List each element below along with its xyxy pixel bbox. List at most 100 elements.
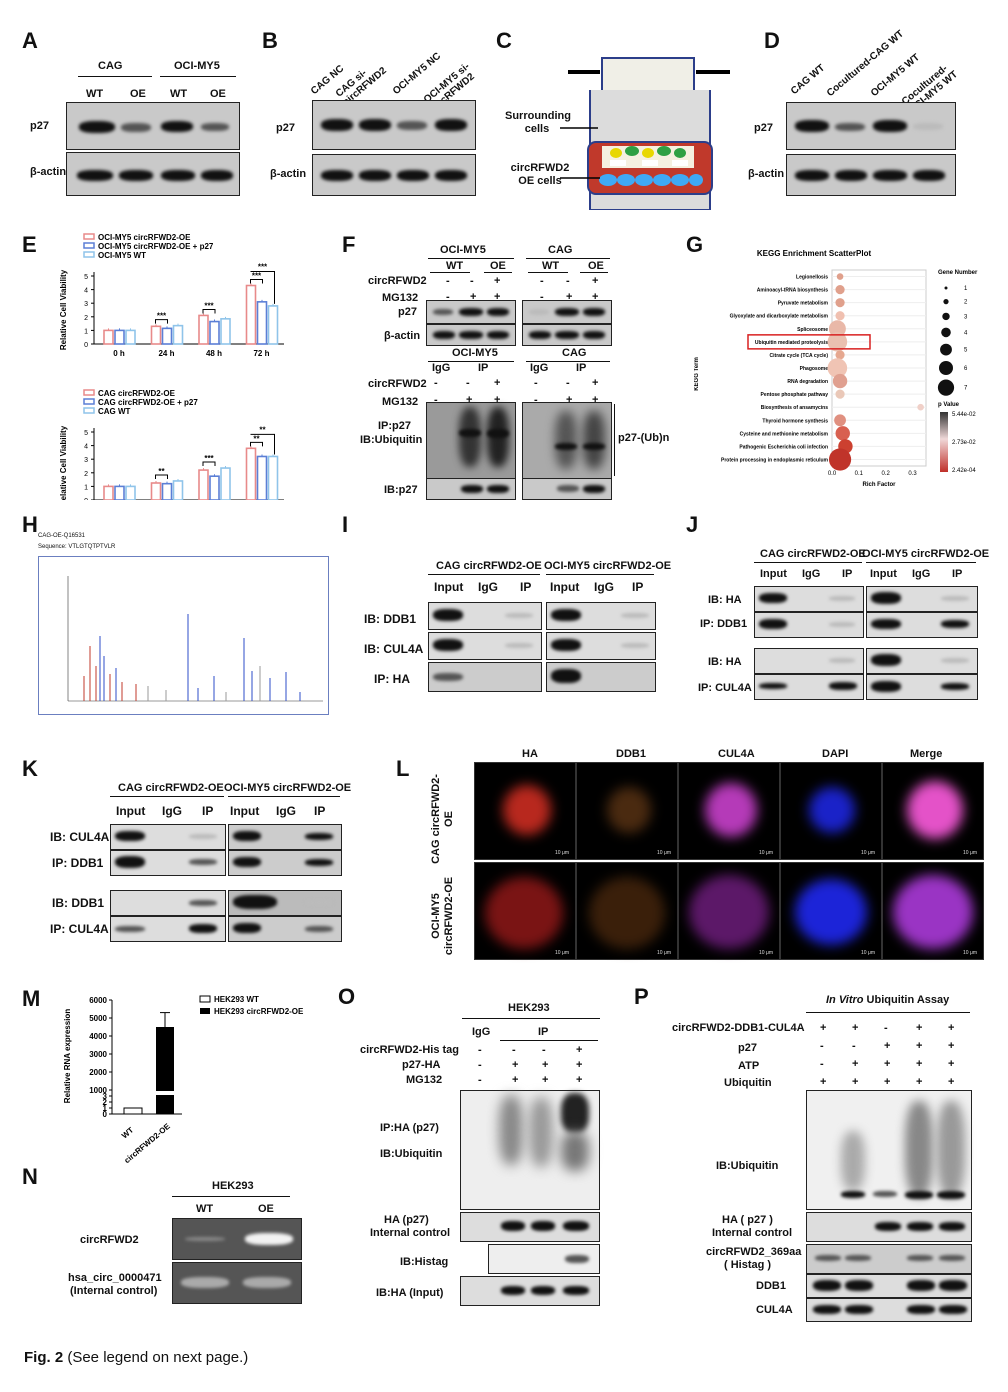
micrograph-ddb1: 10 μm: [576, 762, 678, 860]
term-label: Aminoacyl-tRNA biosynthesis: [757, 288, 828, 294]
group-label: OCI-MY5 circRFWD2-OE: [862, 548, 990, 560]
blot-label: Internal control: [370, 1227, 451, 1239]
figure-caption: Fig. 2 (See legend on next page.): [24, 1349, 249, 1366]
western-blot-p27: [426, 478, 516, 500]
legend-label: 5: [964, 348, 968, 354]
significance-bracket: [250, 441, 263, 447]
y-axis-label: Relative Cell Viability: [59, 425, 68, 500]
y-axis-label: Relative Cell Viability: [59, 269, 68, 350]
column-label: IP: [538, 1026, 549, 1038]
lane-label: Input: [760, 568, 787, 580]
bar: [114, 485, 125, 500]
term-label: Biosynthesis of ansamycins: [761, 405, 828, 411]
chart-title: KEGG Enrichment ScatterPlot: [757, 249, 872, 258]
treatment-sign: +: [566, 394, 573, 406]
assay-title: Ubiquitin Assay: [863, 994, 950, 1006]
treatment-sign: +: [592, 275, 599, 287]
column-label: Merge: [910, 748, 943, 760]
treatment-sign: -: [540, 291, 544, 303]
group-label: OCI-MY5: [440, 244, 486, 256]
x-tick-label: 0.1: [855, 471, 864, 477]
group-label: OCI-MY5 circRFWD2-OE: [544, 560, 672, 572]
legend-circle: [942, 312, 950, 321]
treatment-sign: +: [576, 1044, 583, 1056]
legend-label: HEK293 circRFWD2-OE: [214, 1007, 304, 1016]
blot-label: circRFWD2_369aa: [706, 1246, 802, 1258]
legend-label: 2: [964, 300, 968, 306]
row-label: IP: DDB1: [700, 618, 748, 630]
legend-swatch: [83, 251, 95, 258]
bar: [245, 284, 257, 345]
term-label: Ubiquitin mediated proteolysis: [755, 340, 828, 346]
term-label: Legionellosis: [796, 275, 828, 281]
significance-bracket: [155, 319, 168, 324]
micrograph-ha: 10 μm: [474, 862, 576, 960]
panel-label-b: B: [262, 28, 278, 53]
row-label: β-actin: [748, 168, 785, 180]
western-blot-actin: [522, 324, 612, 346]
treatment-sign: +: [884, 1040, 891, 1052]
lane-label: IgG: [912, 568, 931, 580]
data-point: [917, 403, 924, 411]
row-label: circRFWD2-DDB1-CUL4A: [672, 1022, 805, 1034]
treatment-sign: -: [820, 1058, 824, 1070]
row-label: β-actin: [30, 166, 67, 178]
treatment-sign: -: [512, 1044, 516, 1056]
y-axis-label: KEGG Term: [694, 357, 700, 391]
coip-blot: [110, 824, 226, 850]
treatment-sign: +: [542, 1059, 549, 1071]
panel-label-i: I: [342, 512, 349, 537]
western-blot-p27: [66, 102, 240, 150]
treatment-sign: -: [466, 377, 470, 389]
treatment-sign: +: [576, 1074, 583, 1086]
lane-label: IgG: [802, 568, 821, 580]
blot-label: IP:HA (p27): [380, 1122, 439, 1134]
coip-blot: [428, 632, 542, 660]
coip-blot: [488, 1244, 600, 1274]
blot-label: Internal control: [712, 1227, 793, 1239]
treatment-sign: +: [592, 394, 599, 406]
bar: [220, 318, 231, 345]
bar: [103, 329, 114, 345]
term-label: Phagosome: [800, 366, 829, 372]
y-tick-label: 2: [84, 315, 88, 322]
x-tick-label: 0.0: [828, 471, 837, 477]
bar: [198, 314, 209, 345]
coip-blot: [460, 1276, 600, 1306]
treatment-sign: -: [446, 275, 450, 287]
legend-swatch: [83, 389, 95, 396]
color-scale: [940, 412, 948, 472]
treatment-sign: +: [820, 1022, 827, 1034]
row-label: IB: CUL4A: [50, 830, 110, 844]
panel-label-f: F: [342, 232, 356, 257]
group-label: CAG: [548, 244, 573, 256]
treatment-sign: +: [916, 1076, 923, 1088]
bar: [150, 482, 162, 500]
significance-bracket: [202, 308, 216, 314]
western-blot-actin: [426, 324, 516, 346]
treatment-sign: -: [478, 1074, 482, 1086]
treatment-sign: -: [542, 1044, 546, 1056]
blot-label: IB:Ubiquitin: [716, 1160, 779, 1172]
coip-blot: [806, 1274, 972, 1298]
x-tick-label: WT: [120, 1125, 135, 1140]
lane-label: OE: [210, 88, 226, 100]
treatment-sign: +: [884, 1058, 891, 1070]
treatment-sign: +: [916, 1022, 923, 1034]
panel-label-g: G: [686, 232, 704, 257]
legend-swatch: [83, 398, 95, 405]
row-label: (Internal control): [70, 1285, 158, 1297]
legend-label: 6: [964, 366, 968, 372]
lane-label: IP: [952, 568, 963, 580]
treatment-sign: +: [916, 1058, 923, 1070]
blot-label: HA ( p27 ): [722, 1214, 773, 1226]
term-label: Pyruvate metabolism: [778, 301, 829, 307]
bar: [267, 305, 279, 345]
lane-label: Input: [116, 804, 146, 818]
term-label: RNA degradation: [787, 379, 828, 385]
legend-swatch: [200, 1008, 210, 1014]
significance-label: **: [158, 467, 165, 476]
gel-image: [172, 1262, 302, 1304]
row-label: β-actin: [270, 168, 307, 180]
